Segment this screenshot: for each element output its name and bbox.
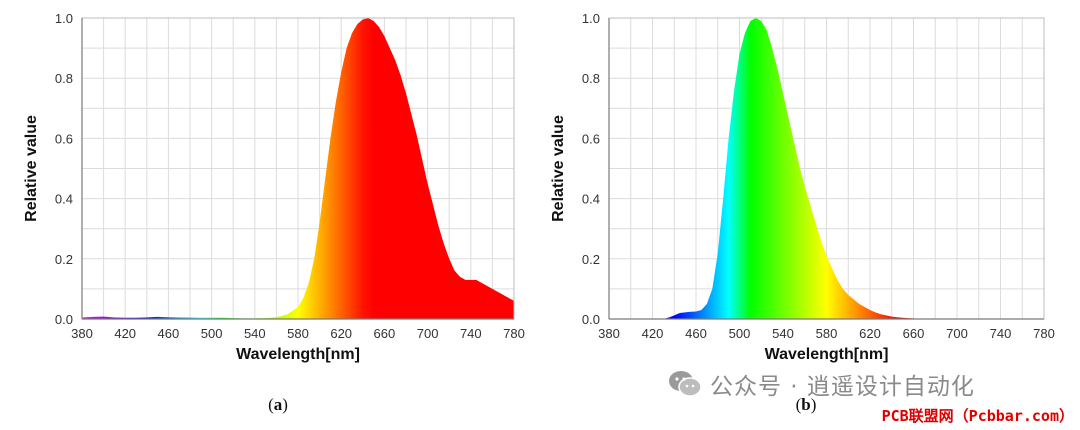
x-tick-label: 460	[158, 326, 180, 341]
y-axis-title: Relative value	[550, 115, 567, 222]
spectrum-area	[82, 18, 514, 319]
x-tick-label: 460	[685, 326, 707, 341]
panel-caption: (b)	[796, 395, 817, 414]
y-tick-label: 1.0	[55, 11, 73, 26]
x-tick-label: 380	[71, 326, 93, 341]
x-tick-label: 620	[859, 326, 881, 341]
y-tick-label: 1.0	[582, 11, 600, 26]
x-tick-label: 540	[772, 326, 794, 341]
x-tick-label: 500	[201, 326, 223, 341]
x-tick-label: 700	[946, 326, 968, 341]
y-tick-label: 0.4	[55, 192, 73, 207]
panel-caption: (a)	[268, 395, 288, 414]
x-tick-label: 580	[816, 326, 838, 341]
spectrum-area	[663, 18, 925, 319]
x-tick-label: 700	[417, 326, 439, 341]
chart-b: 380 420 460 500 540 580 620 660 700 740 780 0.0 0.2 0…	[550, 11, 1055, 414]
x-tick-label: 740	[990, 326, 1012, 341]
y-tick-label: 0.8	[55, 71, 73, 86]
x-tick-label: 660	[374, 326, 396, 341]
x-tick-label: 380	[598, 326, 620, 341]
site-footer: PCB联盟网（Pcbbar.com）	[881, 407, 1074, 425]
y-tick-label: 0.4	[582, 192, 600, 207]
x-tick-label: 780	[503, 326, 525, 341]
y-tick-label: 0.6	[582, 131, 600, 146]
y-tick-label: 0.2	[55, 252, 73, 267]
watermark: 公众号 · 逍遥设计自动化	[668, 366, 975, 402]
y-tick-label: 0.8	[582, 71, 600, 86]
x-tick-label: 420	[642, 326, 664, 341]
x-tick-label: 540	[244, 326, 266, 341]
chart-a: 380 420 460 500 540 580 620 660 700 740 780 0.0 0.2 0…	[23, 11, 525, 414]
y-tick-label: 0.2	[582, 252, 600, 267]
y-tick-label: 0.0	[55, 312, 73, 327]
x-tick-label: 500	[729, 326, 751, 341]
x-tick-label: 660	[903, 326, 925, 341]
x-axis-title: Wavelength[nm]	[236, 346, 360, 363]
x-tick-label: 740	[460, 326, 482, 341]
y-tick-label: 0.0	[582, 312, 600, 327]
watermark-text: 公众号 · 逍遥设计自动化	[710, 374, 975, 400]
wechat-icon	[669, 371, 702, 397]
x-tick-label: 420	[114, 326, 136, 341]
y-axis-title: Relative value	[23, 115, 40, 222]
x-tick-label: 620	[330, 326, 352, 341]
x-tick-label: 780	[1033, 326, 1055, 341]
x-axis-title: Wavelength[nm]	[765, 346, 889, 363]
x-tick-label: 580	[287, 326, 309, 341]
y-tick-label: 0.6	[55, 131, 73, 146]
